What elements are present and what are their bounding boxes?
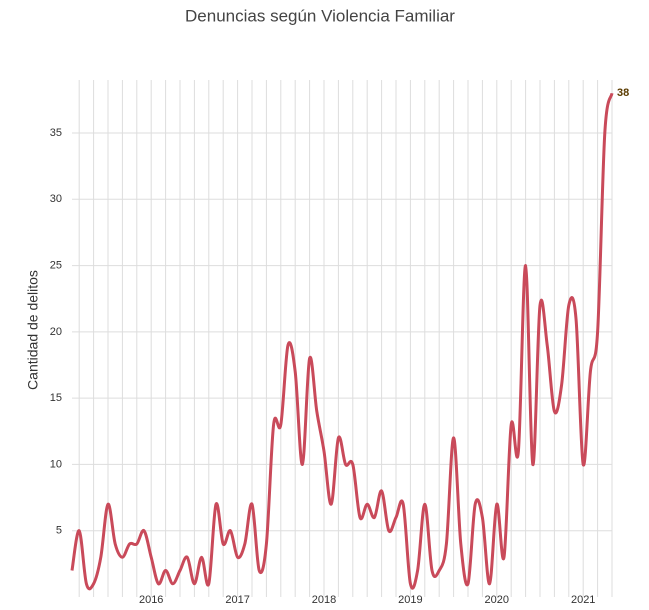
data-line [70, 92, 614, 591]
x-tick-label: 2019 [398, 594, 422, 606]
chart-title: Denuncias según Violencia Familiar [185, 6, 455, 25]
y-tick-label: 35 [50, 127, 62, 139]
y-tick-label: 10 [50, 458, 62, 470]
x-tick-label: 2017 [225, 594, 249, 606]
y-tick-label: 30 [50, 193, 62, 205]
x-tick-label: 2016 [139, 594, 163, 606]
y-axis-label: Cantidad de delitos [25, 270, 41, 390]
x-tick-label: 2018 [312, 594, 336, 606]
x-tick-label: 2021 [571, 594, 595, 606]
y-tick-label: 25 [50, 259, 62, 271]
x-tick-label: 2020 [485, 594, 509, 606]
end-value-label: 38 [617, 87, 629, 99]
y-tick-label: 5 [56, 525, 62, 537]
y-tick-label: 15 [50, 392, 62, 404]
y-tick-label: 20 [50, 326, 62, 338]
